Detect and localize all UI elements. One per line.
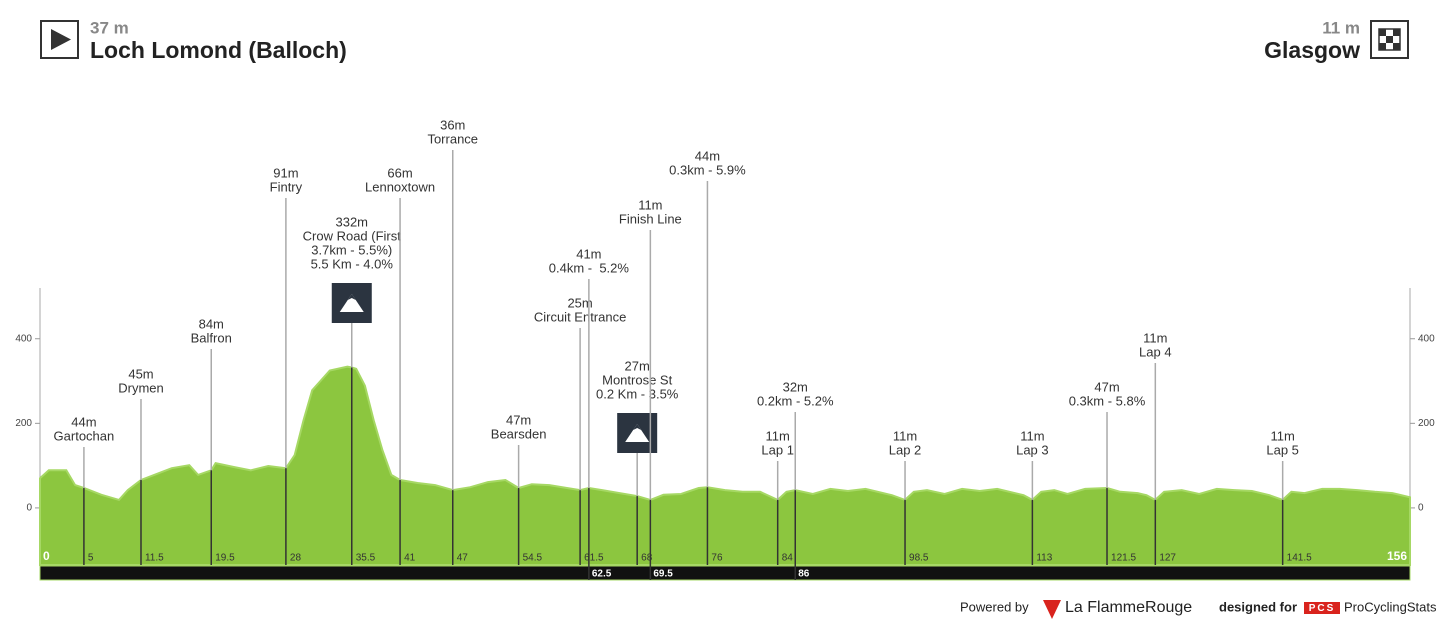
marker-label: Torrance	[427, 131, 478, 146]
marker-label: Lap 3	[1016, 442, 1049, 457]
finish-altitude: 11 m	[1322, 18, 1360, 37]
km-label: 127	[1159, 553, 1176, 564]
climb-icon-snow	[633, 424, 642, 430]
km-label: 113	[1036, 553, 1052, 564]
marker-label: Lap 4	[1139, 344, 1172, 359]
km-label: 121.5	[1111, 553, 1136, 564]
marker-altitude: 47m	[1094, 379, 1119, 394]
marker-altitude: 11m	[1020, 428, 1044, 443]
pcs-label: PCS	[1309, 603, 1336, 614]
marker-altitude: 11m	[638, 197, 662, 212]
marker-altitude: 11m	[766, 428, 790, 443]
km-label: 62.5	[592, 569, 612, 580]
marker-label: 0.2km - 5.2%	[757, 393, 834, 408]
y-tick-label: 400	[15, 333, 32, 344]
y-tick-label: 200	[1418, 418, 1435, 429]
marker-label: Finish Line	[619, 211, 682, 226]
km-label: 68	[641, 553, 653, 564]
km-label: 19.5	[215, 553, 235, 564]
km-label: 69.5	[653, 569, 673, 580]
km-label: 5	[88, 553, 94, 564]
km-label: 35.5	[356, 553, 376, 564]
marker-altitude: 332m	[335, 214, 368, 229]
km-label: 11.5	[145, 553, 164, 564]
marker-label: Lap 2	[889, 442, 922, 457]
marker-label: Montrose St	[602, 372, 672, 387]
marker-label: Crow Road (First	[303, 228, 402, 243]
km-label: 76	[711, 553, 723, 564]
marker-label: 0.4km - 5.2%	[549, 260, 630, 275]
brand-logo	[1043, 600, 1061, 619]
marker-altitude: 66m	[387, 165, 412, 180]
km-label: 98.5	[909, 553, 929, 564]
marker-altitude: 44m	[71, 414, 96, 429]
site-name: ProCyclingStats	[1344, 599, 1437, 614]
marker-altitude: 11m	[893, 428, 917, 443]
marker-label: Lennoxtown	[365, 179, 435, 194]
marker-altitude: 25m	[567, 295, 592, 310]
climb-icon	[617, 413, 658, 453]
marker-altitude: 36m	[440, 117, 465, 132]
marker-altitude: 47m	[506, 412, 531, 427]
finish-icon	[1370, 20, 1409, 59]
km-label: 54.5	[523, 553, 543, 564]
km-label: 47	[457, 553, 469, 564]
marker-altitude: 32m	[783, 379, 808, 394]
marker-label: Bearsden	[491, 426, 547, 441]
marker-label: 5.5 Km - 4.0%	[311, 256, 394, 271]
brand-name: La FlammeRouge	[1065, 599, 1192, 616]
km-label: 41	[404, 553, 416, 564]
designed-for: designed for	[1219, 599, 1297, 614]
km-start: 0	[43, 549, 50, 563]
km-label: 61.5	[584, 553, 604, 564]
marker-altitude: 91m	[273, 165, 298, 180]
climb-icon	[331, 283, 372, 323]
start-icon	[40, 20, 79, 59]
finish-name: Glasgow	[1264, 37, 1360, 63]
marker-label: Fintry	[270, 179, 303, 194]
pcs-badge	[1304, 602, 1340, 614]
y-tick-label: 200	[15, 418, 32, 429]
marker-label: Lap 5	[1266, 442, 1299, 457]
km-label: 141.5	[1287, 553, 1312, 564]
marker-label: Drymen	[118, 380, 164, 395]
marker-label: Balfron	[191, 330, 232, 345]
y-tick-label: 0	[1418, 503, 1424, 514]
marker-altitude: 84m	[199, 316, 224, 331]
climb-icon-mountain	[339, 294, 364, 312]
marker-label: 0.3km - 5.8%	[1069, 393, 1146, 408]
marker-label: Gartochan	[54, 428, 115, 443]
elevation-area	[39, 365, 1411, 566]
climb-icon-snow	[347, 294, 356, 300]
marker-label: Circuit Entrance	[534, 309, 626, 324]
km-label: 84	[782, 553, 794, 564]
km-label: 86	[798, 569, 810, 580]
marker-label: 0.2 Km - 3.5%	[596, 386, 679, 401]
km-bar	[39, 565, 1411, 581]
km-label: 28	[290, 553, 302, 564]
start-altitude: 37 m	[90, 18, 129, 37]
powered-by: Powered by	[960, 599, 1029, 614]
marker-altitude: 45m	[128, 366, 153, 381]
marker-altitude: 44m	[695, 148, 720, 163]
km-end: 156	[1387, 549, 1407, 563]
marker-label: Lap 1	[761, 442, 794, 457]
marker-altitude: 11m	[1143, 330, 1167, 345]
y-tick-label: 400	[1418, 333, 1435, 344]
marker-altitude: 11m	[1270, 428, 1294, 443]
start-name: Loch Lomond (Balloch)	[90, 37, 347, 63]
marker-label: 0.3km - 5.9%	[669, 162, 746, 177]
marker-label: 3.7km - 5.5%)	[311, 242, 392, 257]
marker-altitude: 41m	[576, 246, 601, 261]
marker-altitude: 27m	[625, 358, 650, 373]
climb-icon-mountain	[625, 424, 650, 442]
y-tick-label: 0	[26, 503, 32, 514]
